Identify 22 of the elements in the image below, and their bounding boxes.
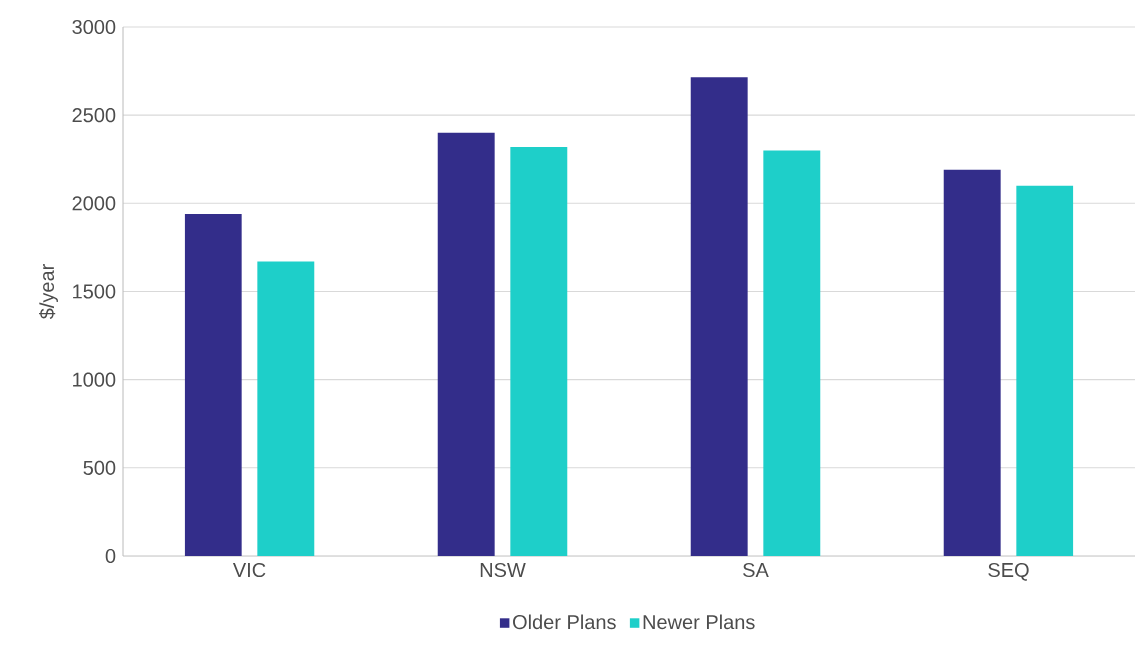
y-tick-label: 500	[83, 460, 116, 475]
bar	[943, 169, 1001, 556]
legend-label: Newer Plans	[643, 614, 755, 630]
y-axis-title: $/year	[39, 264, 58, 320]
y-tick-label: 2500	[72, 108, 116, 123]
bar	[184, 213, 242, 556]
legend-label: Older Plans	[513, 614, 616, 630]
bar	[763, 150, 821, 556]
bar	[257, 261, 315, 556]
y-tick-label: 0	[105, 548, 116, 564]
y-tick-label: 1500	[73, 284, 116, 299]
y-tick-label: 3000	[72, 19, 116, 35]
bar	[1016, 185, 1074, 556]
x-tick-label: SEQ	[988, 562, 1029, 581]
bar	[690, 77, 748, 556]
y-tick-label: 1000	[73, 372, 116, 387]
x-tick-label: NSW	[480, 562, 526, 578]
x-tick-label: SA	[743, 562, 769, 578]
x-tick-label: VIC	[232, 562, 266, 578]
bar	[510, 146, 568, 556]
y-tick-label: 2000	[72, 196, 116, 211]
bar	[437, 132, 495, 556]
